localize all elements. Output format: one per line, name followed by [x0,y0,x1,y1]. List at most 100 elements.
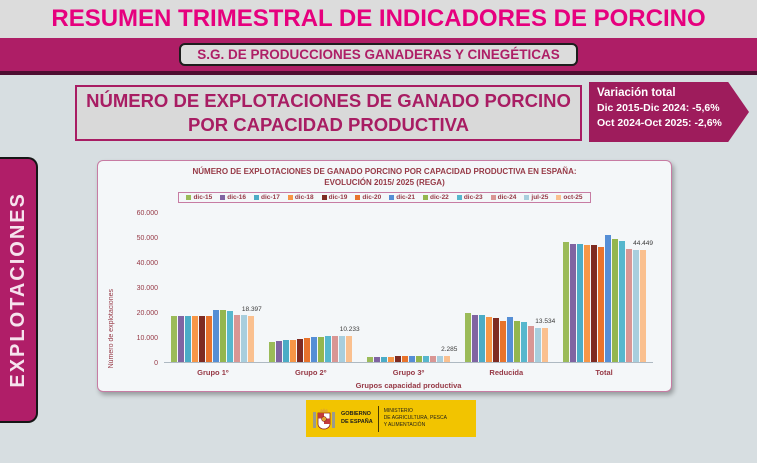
variation-callout: Variación total Dic 2015-Dic 2024: -5,6%… [589,82,749,142]
legend-swatch [287,194,293,200]
variation-line2: Oct 2024-Oct 2025: -2,6% [597,117,722,130]
bar-dic-24 [234,314,241,362]
sidebar-tab-explotaciones[interactable]: EXPLOTACIONES [0,157,38,423]
bar-dic-23 [422,355,429,362]
page-title: RESUMEN TRIMESTRAL DE INDICADORES DE POR… [0,0,757,38]
legend-item-oct-25: oct-25 [556,194,583,201]
section-heading-line2: POR CAPACIDAD PRODUCTIVA [188,114,469,135]
ministry-label: MINISTERIO DE AGRICULTURA, PESCA Y ALIME… [384,408,447,428]
legend-item-dic-17: dic-17 [254,194,280,201]
category-labels: Grupo 1º Grupo 2º Grupo 3º Reducida Total [164,368,653,377]
bar-dic-16 [178,316,185,362]
legend-swatch [456,194,462,200]
plot-area: Número de explotaciones 0 10.000 20.000 30.… [106,205,663,391]
bar-dic-22 [318,336,325,362]
y-axis-tick: 30.000 [136,284,158,292]
bar-dic-16 [276,340,283,362]
bar-oct-25 [346,336,353,362]
data-label: 18.397 [241,305,262,313]
bar-dic-23 [227,311,234,362]
bar-dic-19 [297,339,304,362]
legend-label: dic-19 [328,193,348,201]
bar-dic-17 [576,244,583,362]
category-label: Total [595,367,613,377]
legend-item-dic-22: dic-22 [423,194,449,201]
legend-label: dic-23 [463,193,483,201]
data-label: 44.449 [633,240,653,248]
bar-dic-24 [625,248,632,362]
legend-item-dic-19: dic-19 [321,193,348,201]
chart-title-line1: NÚMERO DE EXPLOTACIONES DE GANADO PORCIN… [192,167,577,176]
coat-of-arms-icon [313,407,335,429]
chart-legend: dic-15 dic-16 dic-17 dic-18 dic-19 dic-20 dic-… [178,191,591,203]
bar-dic-22 [513,321,520,362]
legend-swatch [321,194,327,200]
y-axis-tick: 20.000 [136,309,158,317]
legend-item-dic-21: dic-21 [389,194,415,201]
bar-dic-15 [562,242,569,362]
bar-oct-25 [541,327,548,362]
bar-group-reducida: 13.534 [457,213,555,362]
bar-dic-16 [471,314,478,362]
category-label: Reducida [489,367,524,377]
legend-item-dic-18: dic-18 [287,193,314,201]
ministry-label-line3: Y ALIMENTACIÓN [383,421,426,428]
legend-label: dic-16 [227,193,247,201]
bar-dic-19 [199,315,206,362]
legend-item-dic-24: dic-24 [490,194,516,201]
bar-dic-22 [611,239,618,362]
section-heading: NÚMERO DE EXPLOTACIONES DE GANADO PORCIN… [75,85,582,141]
bar-dic-17 [478,315,485,362]
bar-dic-20 [499,320,506,362]
bar-jul-25 [632,250,639,362]
legend-swatch [355,194,361,200]
bar-dic-20 [401,356,408,362]
legend-swatch [186,194,192,200]
legend-label: dic-17 [261,193,280,201]
bar-dic-16 [373,356,380,362]
y-axis-tick: 40.000 [136,259,158,267]
legend-label: jul-25 [531,193,549,201]
chart-title: NÚMERO DE EXPLOTACIONES DE GANADO PORCIN… [106,167,663,189]
section-heading-line1: NÚMERO DE EXPLOTACIONES DE GANADO PORCIN… [86,89,571,111]
bar-jul-25 [436,355,443,362]
bars-region: 18.397 10.233 2.285 13.534 44.449 [164,213,653,363]
bar-dic-18 [387,356,394,362]
bar-jul-25 [534,327,541,362]
bar-dic-21 [213,309,220,362]
legend-label: dic-21 [396,193,416,201]
bar-dic-20 [597,246,604,362]
sidebar-tab-label: EXPLOTACIONES [6,192,29,388]
bar-dic-22 [415,356,422,362]
bar-dic-18 [192,315,199,362]
y-axis-tick: 10.000 [136,334,158,342]
legend-label: dic-18 [294,193,314,201]
bar-dic-17 [380,356,387,362]
bar-dic-19 [394,356,401,362]
legend-item-dic-23: dic-23 [456,193,483,201]
variation-title: Variación total [597,87,676,99]
x-axis-title: Grupos capacidad productiva [355,380,462,390]
bar-dic-15 [269,341,276,362]
bar-oct-25 [248,315,255,362]
data-label: 2.285 [441,345,458,353]
legend-item-dic-16: dic-16 [220,194,246,201]
legend-label: dic-22 [430,193,449,201]
category-label: Grupo 1º [197,367,229,377]
bar-dic-15 [366,357,373,362]
legend-swatch [524,194,530,200]
legend-label: dic-20 [362,193,382,201]
bar-dic-24 [332,336,339,362]
chart-card: NÚMERO DE EXPLOTACIONES DE GANADO PORCIN… [97,160,672,392]
bar-oct-25 [639,250,646,362]
bar-group-grupo-1-: 18.397 [164,213,262,362]
bar-group-grupo-3-: 2.285 [360,213,458,362]
legend-swatch [423,194,429,200]
content-area: NÚMERO DE EXPLOTACIONES DE GANADO PORCIN… [0,75,757,463]
ministry-label-line1: MINISTERIO [383,408,413,415]
legend-label: dic-15 [193,193,213,201]
bar-dic-21 [506,317,513,362]
legend-swatch [490,194,496,200]
legend-item-jul-25: jul-25 [524,194,548,201]
y-axis-tick: 50.000 [136,234,158,242]
